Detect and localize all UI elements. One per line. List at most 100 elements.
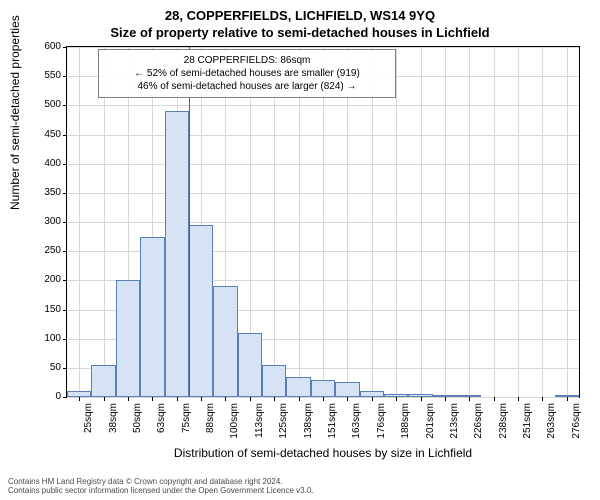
x-tick (494, 397, 495, 401)
y-tick (63, 47, 67, 48)
x-tick-label: 201sqm (425, 403, 436, 447)
gridline-v (372, 47, 373, 397)
x-tick (201, 397, 202, 401)
x-tick (250, 397, 251, 401)
x-tick (347, 397, 348, 401)
y-tick-label: 400 (31, 158, 61, 169)
x-tick (274, 397, 275, 401)
histogram-bar (433, 395, 457, 397)
y-tick (63, 135, 67, 136)
x-tick-label: 176sqm (376, 403, 387, 447)
gridline-v (396, 47, 397, 397)
x-axis-title: Distribution of semi-detached houses by … (46, 446, 600, 460)
histogram-bar (311, 380, 335, 398)
x-tick (567, 397, 568, 401)
histogram-bar (165, 111, 189, 397)
y-tick-label: 150 (31, 304, 61, 315)
x-tick (299, 397, 300, 401)
y-tick (63, 164, 67, 165)
histogram-bar (213, 286, 237, 397)
histogram-bar (67, 391, 91, 397)
x-tick (372, 397, 373, 401)
annotation-box: 28 COPPERFIELDS: 86sqm ← 52% of semi-det… (98, 49, 396, 98)
y-tick (63, 368, 67, 369)
y-tick (63, 251, 67, 252)
y-tick-label: 50 (31, 362, 61, 373)
gridline-v (347, 47, 348, 397)
y-tick (63, 339, 67, 340)
histogram-bar (384, 394, 408, 397)
x-tick (79, 397, 80, 401)
x-tick-label: 226sqm (473, 403, 484, 447)
gridline-v (274, 47, 275, 397)
x-tick-label: 251sqm (522, 403, 533, 447)
gridline-v (104, 47, 105, 397)
y-tick-label: 550 (31, 70, 61, 81)
x-tick (542, 397, 543, 401)
y-tick (63, 280, 67, 281)
x-tick-label: 75sqm (181, 403, 192, 447)
y-tick-label: 500 (31, 99, 61, 110)
x-tick-label: 163sqm (351, 403, 362, 447)
y-tick (63, 397, 67, 398)
gridline-v (542, 47, 543, 397)
histogram-bar (189, 225, 213, 397)
x-tick-label: 113sqm (254, 403, 265, 447)
histogram-chart: 05010015020025030035040045050055060025sq… (66, 46, 580, 398)
x-tick-label: 63sqm (156, 403, 167, 447)
page-subtitle: Size of property relative to semi-detach… (0, 23, 600, 46)
x-tick-label: 25sqm (83, 403, 94, 447)
annotation-line-3: 46% of semi-detached houses are larger (… (107, 80, 387, 93)
x-tick-label: 125sqm (278, 403, 289, 447)
y-tick-label: 350 (31, 187, 61, 198)
y-tick-label: 250 (31, 245, 61, 256)
page-title: 28, COPPERFIELDS, LICHFIELD, WS14 9YQ (0, 0, 600, 23)
gridline-v (494, 47, 495, 397)
annotation-line-1: 28 COPPERFIELDS: 86sqm (107, 54, 387, 67)
histogram-bar (262, 365, 286, 397)
x-tick (518, 397, 519, 401)
histogram-bar (91, 365, 115, 397)
x-tick-label: 213sqm (449, 403, 460, 447)
x-tick-label: 138sqm (303, 403, 314, 447)
histogram-bar (555, 395, 579, 397)
gridline-v (421, 47, 422, 397)
gridline-v (299, 47, 300, 397)
histogram-bar (335, 382, 359, 397)
x-tick-label: 238sqm (498, 403, 509, 447)
y-tick (63, 310, 67, 311)
x-tick (421, 397, 422, 401)
gridline-v (469, 47, 470, 397)
y-axis-title: Number of semi-detached properties (8, 15, 22, 210)
y-tick-label: 200 (31, 274, 61, 285)
histogram-bar (116, 280, 140, 397)
footer-attribution: Contains HM Land Registry data © Crown c… (8, 477, 592, 496)
histogram-bar (286, 377, 310, 397)
y-tick (63, 105, 67, 106)
y-tick-label: 0 (31, 391, 61, 402)
y-tick-label: 600 (31, 41, 61, 52)
histogram-bar (238, 333, 262, 397)
histogram-bar (457, 395, 481, 397)
y-tick (63, 222, 67, 223)
x-tick-label: 151sqm (327, 403, 338, 447)
x-tick-label: 263sqm (546, 403, 557, 447)
x-tick (396, 397, 397, 401)
footer-line-2: Contains public sector information licen… (8, 486, 592, 496)
x-tick-label: 50sqm (132, 403, 143, 447)
y-tick-label: 100 (31, 333, 61, 344)
x-tick (177, 397, 178, 401)
gridline-v (567, 47, 568, 397)
y-tick-label: 300 (31, 216, 61, 227)
x-tick (104, 397, 105, 401)
x-tick (152, 397, 153, 401)
gridline-v (518, 47, 519, 397)
x-tick-label: 188sqm (400, 403, 411, 447)
y-tick (63, 193, 67, 194)
histogram-bar (140, 237, 164, 397)
reference-line (189, 47, 190, 397)
gridline-v (79, 47, 80, 397)
footer-line-1: Contains HM Land Registry data © Crown c… (8, 477, 592, 487)
x-tick (128, 397, 129, 401)
x-tick-label: 276sqm (571, 403, 582, 447)
